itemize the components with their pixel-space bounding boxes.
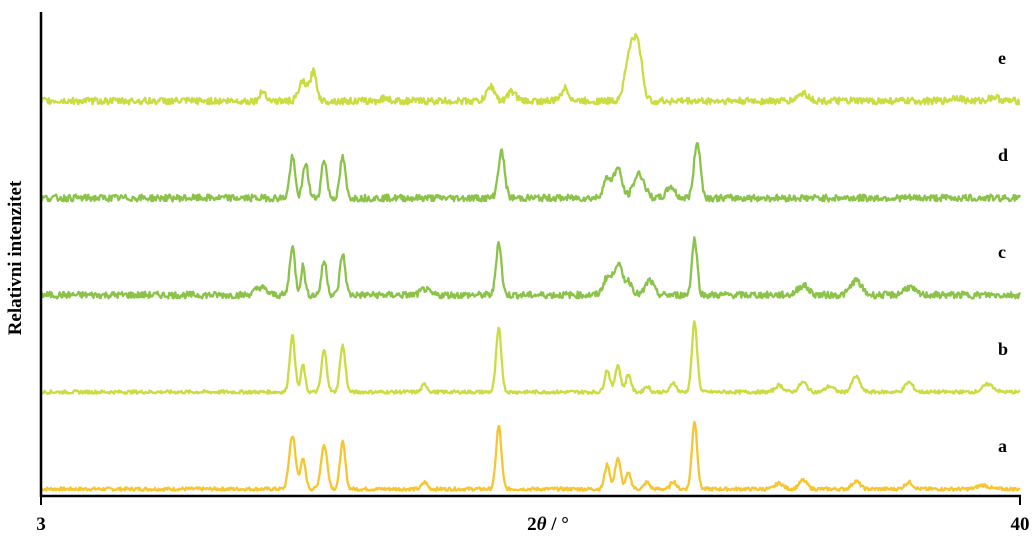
x-tick-label-min: 3 xyxy=(36,514,46,535)
x-axis-title-prefix: 2 xyxy=(527,514,537,535)
series-label-e: e xyxy=(998,48,1006,68)
series-line-b xyxy=(39,320,1021,395)
series-label-a: a xyxy=(998,436,1007,456)
curve-labels: a b c d e xyxy=(998,48,1008,456)
series-line-c xyxy=(39,236,1022,300)
series-label-c: c xyxy=(998,242,1006,262)
series-label-d: d xyxy=(998,145,1008,165)
x-tick-label-max: 40 xyxy=(1011,514,1030,535)
x-axis-title: 2θ / ° xyxy=(527,514,569,535)
series-line-d xyxy=(40,142,1022,203)
series-line-a xyxy=(40,420,1021,492)
y-axis-title: Relativni intenzitet xyxy=(5,180,26,335)
x-axis-title-symbol: θ xyxy=(537,514,547,535)
xrd-curves xyxy=(39,32,1022,492)
x-axis-title-unit: / ° xyxy=(546,514,568,535)
series-line-e xyxy=(39,32,1021,106)
series-label-b: b xyxy=(998,339,1008,359)
